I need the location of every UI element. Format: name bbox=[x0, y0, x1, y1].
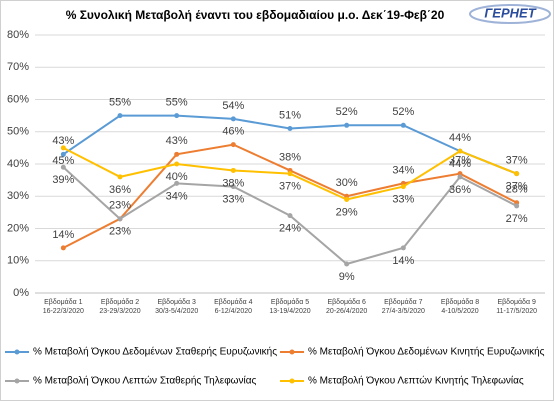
legend-marker bbox=[14, 349, 20, 355]
data-point bbox=[344, 196, 350, 202]
y-tick-label: 70% bbox=[7, 61, 29, 73]
data-point bbox=[230, 142, 236, 148]
y-tick-label: 20% bbox=[7, 222, 29, 234]
data-point bbox=[174, 180, 180, 186]
data-label: 28% bbox=[506, 184, 528, 196]
legend-label: % Μεταβολή Όγκου Δεδομένων Κινητής Ευρυζ… bbox=[308, 346, 545, 358]
legend-marker bbox=[289, 378, 295, 384]
data-label: 44% bbox=[449, 158, 471, 170]
y-tick-label: 40% bbox=[7, 158, 29, 170]
y-tick-label: 10% bbox=[7, 255, 29, 267]
data-point bbox=[174, 161, 180, 167]
data-label: 52% bbox=[392, 106, 414, 118]
data-point bbox=[117, 174, 123, 180]
data-label: 34% bbox=[392, 164, 414, 176]
logo: ΓΕΡΗΕΤ bbox=[484, 5, 536, 20]
x-tick-label: Εβδομάδα 5 13-19/4/2020 bbox=[269, 298, 310, 315]
x-tick-label: Εβδομάδα 4 6-12/4/2020 bbox=[214, 298, 252, 315]
x-tick-label: Εβδομάδα 2 23-29/3/2020 bbox=[99, 298, 140, 315]
data-label: 43% bbox=[166, 135, 188, 147]
x-tick-label: Εβδομάδα 7 27/4-3/5/2020 bbox=[382, 298, 425, 315]
data-label: 52% bbox=[336, 106, 358, 118]
data-point bbox=[344, 122, 350, 128]
data-label: 37% bbox=[449, 155, 471, 167]
data-label: 33% bbox=[392, 193, 414, 205]
data-label: 23% bbox=[109, 226, 131, 238]
data-label: 55% bbox=[109, 97, 131, 109]
data-point bbox=[400, 122, 406, 128]
data-point bbox=[60, 145, 66, 151]
data-point bbox=[117, 113, 123, 119]
chart-title: % Συνολική Μεταβολή έναντι του εβδομαδια… bbox=[66, 8, 445, 22]
data-label: 36% bbox=[449, 184, 471, 196]
data-label: 27% bbox=[506, 213, 528, 225]
data-point bbox=[400, 245, 406, 251]
data-point bbox=[230, 167, 236, 173]
x-tick-label: Εβδομάδα 9 11-17/5/2020 bbox=[496, 298, 537, 315]
legend-label: % Μεταβολή Όγκου Λεπτών Κινητής Τηλεφωνί… bbox=[308, 375, 524, 387]
data-point bbox=[457, 148, 463, 154]
data-point bbox=[400, 184, 406, 190]
data-point bbox=[174, 113, 180, 119]
data-label: 14% bbox=[392, 255, 414, 267]
y-tick-label: 0% bbox=[13, 287, 29, 299]
data-point bbox=[174, 151, 180, 157]
y-tick-label: 60% bbox=[7, 93, 29, 105]
data-label: 34% bbox=[166, 190, 188, 202]
x-tick-label: Εβδομάδα 1 16-22/3/2020 bbox=[43, 298, 84, 315]
data-label: 44% bbox=[449, 132, 471, 144]
data-point bbox=[60, 164, 66, 170]
data-point bbox=[287, 213, 293, 219]
data-label: 54% bbox=[222, 100, 244, 112]
data-label: 37% bbox=[506, 181, 528, 193]
data-label: 30% bbox=[336, 177, 358, 189]
data-point bbox=[287, 171, 293, 177]
data-label: 38% bbox=[222, 177, 244, 189]
data-point bbox=[117, 216, 123, 222]
data-label: 9% bbox=[339, 271, 355, 283]
data-label: 39% bbox=[52, 174, 74, 186]
x-tick-label: Εβδομάδα 8 4-10/5/2020 bbox=[441, 298, 479, 315]
data-label: 33% bbox=[222, 193, 244, 205]
legend-marker bbox=[289, 349, 295, 355]
data-point bbox=[287, 126, 293, 132]
data-label: 36% bbox=[109, 184, 131, 196]
data-label: 14% bbox=[52, 229, 74, 241]
data-label: 43% bbox=[52, 135, 74, 147]
data-point bbox=[230, 184, 236, 190]
data-point bbox=[457, 174, 463, 180]
data-point bbox=[514, 203, 520, 209]
data-label: 45% bbox=[52, 155, 74, 167]
legend-label: % Μεταβολή Όγκου Δεδομένων Σταθερής Ευρυ… bbox=[33, 346, 277, 358]
data-point bbox=[60, 245, 66, 251]
data-label: 24% bbox=[279, 223, 301, 235]
y-tick-label: 30% bbox=[7, 190, 29, 202]
x-tick-label: Εβδομάδα 3 30/3-5/4/2020 bbox=[155, 298, 198, 315]
data-label: 55% bbox=[166, 97, 188, 109]
data-label: 46% bbox=[222, 126, 244, 138]
y-tick-label: 80% bbox=[7, 29, 29, 41]
logo-swoosh bbox=[469, 4, 551, 24]
data-label: 37% bbox=[279, 181, 301, 193]
data-label: 40% bbox=[166, 171, 188, 183]
data-label: 29% bbox=[336, 206, 358, 218]
data-label: 37% bbox=[506, 155, 528, 167]
data-label: 23% bbox=[109, 200, 131, 212]
data-point bbox=[344, 261, 350, 267]
data-label: 51% bbox=[279, 109, 301, 121]
data-point bbox=[60, 151, 66, 157]
legend-marker bbox=[14, 378, 20, 384]
data-point bbox=[514, 171, 520, 177]
x-tick-label: Εβδομάδα 6 20-26/4/2020 bbox=[326, 298, 367, 315]
legend-label: % Μεταβολή Όγκου Λεπτών Σταθερής Τηλεφων… bbox=[33, 375, 256, 387]
data-point bbox=[230, 116, 236, 122]
y-tick-label: 50% bbox=[7, 126, 29, 138]
data-label: 38% bbox=[279, 151, 301, 163]
